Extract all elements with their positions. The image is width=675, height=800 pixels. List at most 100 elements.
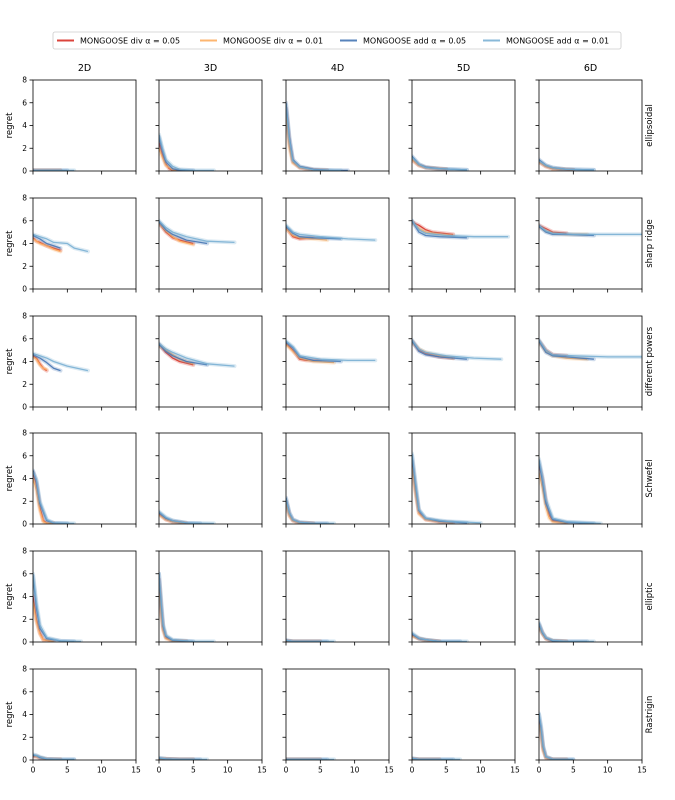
y-tick-label: 6 xyxy=(22,451,27,460)
column-title-5d: 5D xyxy=(457,63,470,74)
x-tick-label: 5 xyxy=(191,766,196,775)
panel-schwefel-2d: 0 2 4 6 8 regret xyxy=(5,429,137,529)
series-line-mongoose-div-0-01 xyxy=(33,478,54,524)
series-group xyxy=(412,451,483,524)
series-line-mongoose-add-0-01 xyxy=(412,453,481,524)
axes-frame xyxy=(285,550,390,643)
series-group xyxy=(286,223,378,243)
row-title-rastrigin: Rastrigin xyxy=(645,696,655,734)
legend-frame xyxy=(52,31,622,50)
axes-frame xyxy=(538,197,643,290)
series-line-mongoose-add-0-05 xyxy=(412,340,467,360)
series-line-mongoose-add-0-05 xyxy=(33,234,61,249)
series-line-mongoose-add-0-01 xyxy=(159,573,214,642)
x-tick-label: 0 xyxy=(31,766,36,775)
series-group xyxy=(33,752,77,760)
axes-frame xyxy=(411,79,516,172)
series-line-mongoose-add-0-01 xyxy=(539,160,594,171)
y-tick-label: 4 xyxy=(22,474,27,483)
series-line-mongoose-add-0-01 xyxy=(539,622,594,642)
series-line-mongoose-add-0-01 xyxy=(539,224,642,236)
series-line-mongoose-add-0-01 xyxy=(159,342,235,367)
series-line-mongoose-div-0-01 xyxy=(159,222,194,246)
x-tick-label: 10 xyxy=(603,766,613,775)
axes-frame xyxy=(538,668,643,761)
x-tick-label: 15 xyxy=(510,766,520,775)
axes-frame xyxy=(411,315,516,408)
y-tick-label: 8 xyxy=(22,429,27,438)
x-tick-label: 0 xyxy=(157,766,162,775)
series-group xyxy=(159,755,210,760)
panel-sharp-ridge-4d xyxy=(282,197,390,293)
legend-entry-2: MONGOOSE add α = 0.05 xyxy=(340,36,466,45)
row-title-elliptic: elliptic xyxy=(645,582,655,610)
axes-frame xyxy=(411,432,516,525)
x-tick-label: 15 xyxy=(637,766,647,775)
row-title-schwefel: Schwefel xyxy=(645,459,655,497)
axes-frame xyxy=(158,550,263,643)
y-tick-label: 6 xyxy=(22,687,27,696)
series-group xyxy=(286,339,378,365)
y-tick-label: 4 xyxy=(22,710,27,719)
axes-frame xyxy=(158,668,263,761)
column-title-2d: 2D xyxy=(78,63,91,74)
series-band-mongoose-add-0-01 xyxy=(539,711,576,760)
x-tick-label: 15 xyxy=(384,766,394,775)
y-tick-label: 4 xyxy=(22,121,27,130)
series-band-mongoose-add-0-01 xyxy=(412,155,469,171)
series-line-mongoose-add-0-01 xyxy=(33,471,75,524)
series-line-mongoose-add-0-01 xyxy=(539,459,601,524)
series-line-mongoose-add-0-05 xyxy=(33,354,61,372)
series-line-mongoose-add-0-05 xyxy=(286,225,341,240)
x-tick-label: 15 xyxy=(131,766,141,775)
series-group xyxy=(286,100,350,171)
series-band-mongoose-add-0-01 xyxy=(412,451,483,524)
y-tick-label: 6 xyxy=(22,216,27,225)
series-line-mongoose-div-0-05 xyxy=(412,221,454,236)
series-group xyxy=(286,495,337,524)
x-tick-label: 5 xyxy=(318,766,323,775)
series-line-mongoose-add-0-01 xyxy=(286,224,376,241)
series-line-mongoose-add-0-01 xyxy=(412,220,509,238)
panel-ellipsoidal-3d xyxy=(155,79,263,175)
y-tick-label: 6 xyxy=(22,98,27,107)
x-tick-label: 0 xyxy=(537,766,542,775)
y-tick-label: 6 xyxy=(22,569,27,578)
series-line-mongoose-add-0-01 xyxy=(33,352,89,372)
panel-different-powers-4d xyxy=(282,315,390,411)
x-tick-label: 10 xyxy=(97,766,107,775)
y-axis-label: regret xyxy=(5,465,15,491)
x-tick-label: 0 xyxy=(284,766,289,775)
legend-label: MONGOOSE add α = 0.05 xyxy=(363,36,466,45)
panel-elliptic-4d xyxy=(282,550,390,646)
panel-elliptic-3d xyxy=(155,550,263,646)
y-tick-label: 0 xyxy=(22,756,27,765)
row-title-different-powers: different powers xyxy=(645,326,655,396)
column-title-4d: 4D xyxy=(331,63,344,74)
y-tick-label: 0 xyxy=(22,167,27,176)
series-group xyxy=(539,157,596,171)
axes-frame xyxy=(158,197,263,290)
y-tick-label: 0 xyxy=(22,638,27,647)
x-tick-label: 0 xyxy=(410,766,415,775)
axes-frame xyxy=(285,79,390,172)
axes-frame xyxy=(538,550,643,643)
series-line-mongoose-div-0-01 xyxy=(286,228,328,241)
series-line-mongoose-add-0-05 xyxy=(286,341,341,363)
y-tick-label: 2 xyxy=(22,144,27,153)
axes-frame xyxy=(158,315,263,408)
x-tick-label: 5 xyxy=(571,766,576,775)
series-line-mongoose-add-0-01 xyxy=(159,220,235,244)
axes-frame xyxy=(32,79,137,172)
series-line-mongoose-add-0-05 xyxy=(539,340,594,360)
row-titles: ellipsoidal sharp ridge different powers Sc… xyxy=(645,104,655,733)
series-line-mongoose-div-0-01 xyxy=(33,238,61,253)
y-tick-label: 2 xyxy=(22,497,27,506)
column-titles: 2D 3D 4D 5D 6D xyxy=(78,63,597,74)
series-line-mongoose-div-0-01 xyxy=(286,343,335,364)
series-line-mongoose-add-0-01 xyxy=(159,757,208,760)
panel-rastrigin-3d: 0 5 10 15 xyxy=(155,668,267,775)
axes-frame xyxy=(411,668,516,761)
y-tick-label: 8 xyxy=(22,665,27,674)
panel-ellipsoidal-5d xyxy=(408,79,516,175)
